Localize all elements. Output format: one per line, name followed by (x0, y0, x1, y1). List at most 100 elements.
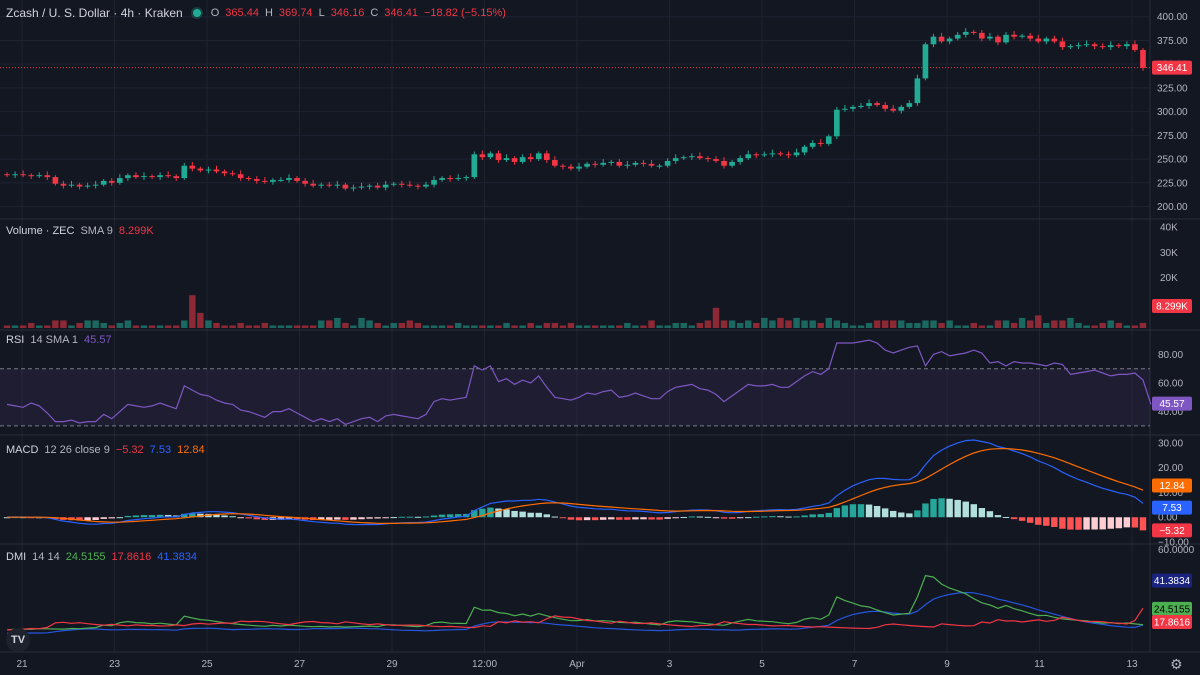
rsi-band (0, 368, 1150, 426)
volume-last-tag-bg (1152, 299, 1192, 313)
macd-hist-bar (277, 517, 285, 520)
candle-body (407, 184, 413, 186)
volume-bar (527, 322, 534, 328)
candle-body (721, 160, 727, 166)
volume-bar (881, 320, 889, 328)
rsi-last-tag: 45.57 (1159, 399, 1184, 410)
macd-hist-bar (640, 517, 647, 520)
candle-body (1059, 41, 1066, 48)
macd-hist-bar (519, 511, 526, 518)
volume-bar (1059, 320, 1066, 328)
dmi-params: 14 14 (32, 551, 60, 563)
volume-bar (382, 325, 389, 328)
candle-body (108, 180, 115, 183)
volume-bar (213, 322, 220, 328)
volume-bar (720, 320, 728, 328)
rsi-title[interactable]: RSI (6, 334, 25, 346)
x-tick-label: 13 (1126, 659, 1138, 670)
volume-bar (946, 320, 953, 328)
high-label: H (264, 7, 273, 19)
volume-bar (801, 320, 808, 328)
macd-title[interactable]: MACD (6, 444, 39, 456)
dmi-title[interactable]: DMI (6, 551, 27, 563)
candle-body (116, 178, 123, 183)
volume-bar (1123, 325, 1131, 328)
rsi-tick-label: 60.00 (1158, 379, 1183, 390)
macd-hist-bar (1010, 517, 1018, 520)
candle-body (471, 154, 478, 178)
dmi-plus-line (6, 574, 1144, 631)
volume-bar (1083, 325, 1090, 328)
volume-bar (583, 325, 591, 328)
volume-bar (914, 322, 921, 328)
macd-hist-bar (245, 517, 252, 519)
candle-body (511, 158, 518, 162)
macd-hist-bar (422, 516, 430, 518)
candle-body (302, 180, 308, 184)
candle-body (229, 173, 236, 175)
candle-body (600, 162, 607, 165)
volume-value: 8.299K (118, 225, 154, 237)
candle-body (552, 160, 558, 166)
volume-bar (857, 325, 865, 328)
volume-bar (197, 312, 204, 328)
macd-hist-bar (1075, 517, 1082, 530)
candle-body (52, 177, 59, 184)
volume-bar (205, 320, 212, 328)
candle-body (729, 161, 735, 166)
candle-body (415, 185, 421, 187)
tradingview-logo-icon[interactable]: TV (6, 628, 30, 652)
candle-body (890, 108, 897, 111)
volume-bar (535, 325, 542, 328)
low-value: 346.16 (330, 7, 365, 19)
volume-bar (108, 325, 115, 328)
volume-bar (753, 322, 760, 328)
volume-title[interactable]: Volume · ZEC (6, 225, 75, 237)
candle-body (286, 178, 292, 180)
macd-hist-bar (914, 510, 921, 518)
candle-body (834, 109, 840, 137)
macd-hist-bar (648, 517, 655, 520)
candle-body (1132, 44, 1138, 50)
candle-body (769, 153, 776, 155)
candle-body (753, 154, 760, 156)
candle-body (278, 179, 284, 181)
macd-hist-bar (334, 517, 341, 520)
volume-bar (865, 322, 873, 328)
candle-body (801, 146, 808, 153)
candle-body (543, 153, 550, 161)
macd-hist-bar (656, 517, 663, 520)
macd-hist-bar (446, 514, 454, 518)
macd-hist-bar (1139, 517, 1147, 531)
dmi-minus-tag: 17.8616 (1154, 618, 1191, 629)
macd-hist-bar (761, 516, 768, 518)
volume-bar (833, 320, 841, 328)
candle-body (1043, 38, 1050, 42)
volume-bar (189, 295, 196, 328)
macd-hist-bar (495, 508, 502, 518)
candle-body (1140, 49, 1146, 68)
candle-body (882, 104, 888, 109)
candle-body (350, 187, 357, 189)
candle-body (326, 184, 333, 186)
macd-hist-bar (922, 503, 929, 518)
settings-gear-icon[interactable]: ⚙ (1170, 656, 1183, 672)
volume-bar (777, 317, 784, 328)
candle-body (181, 165, 188, 179)
volume-bar (11, 325, 19, 328)
x-tick-label: Apr (569, 659, 585, 670)
volume-bar (229, 325, 236, 328)
macd-hist-bar (358, 517, 365, 520)
volume-bar (1099, 322, 1106, 328)
macd-hist-bar (962, 501, 969, 518)
volume-bar (664, 325, 671, 328)
candle-body (463, 177, 470, 179)
candle-body (842, 108, 848, 110)
symbol-title[interactable]: Zcash / U. S. Dollar · 4h · Kraken (6, 6, 183, 20)
candle-body (382, 184, 389, 188)
dmi-tick-label: 60.0000 (1158, 545, 1195, 556)
price-tick-label: 400.00 (1157, 12, 1188, 23)
candle-body (785, 154, 792, 156)
macd-hist-bar (527, 512, 534, 518)
